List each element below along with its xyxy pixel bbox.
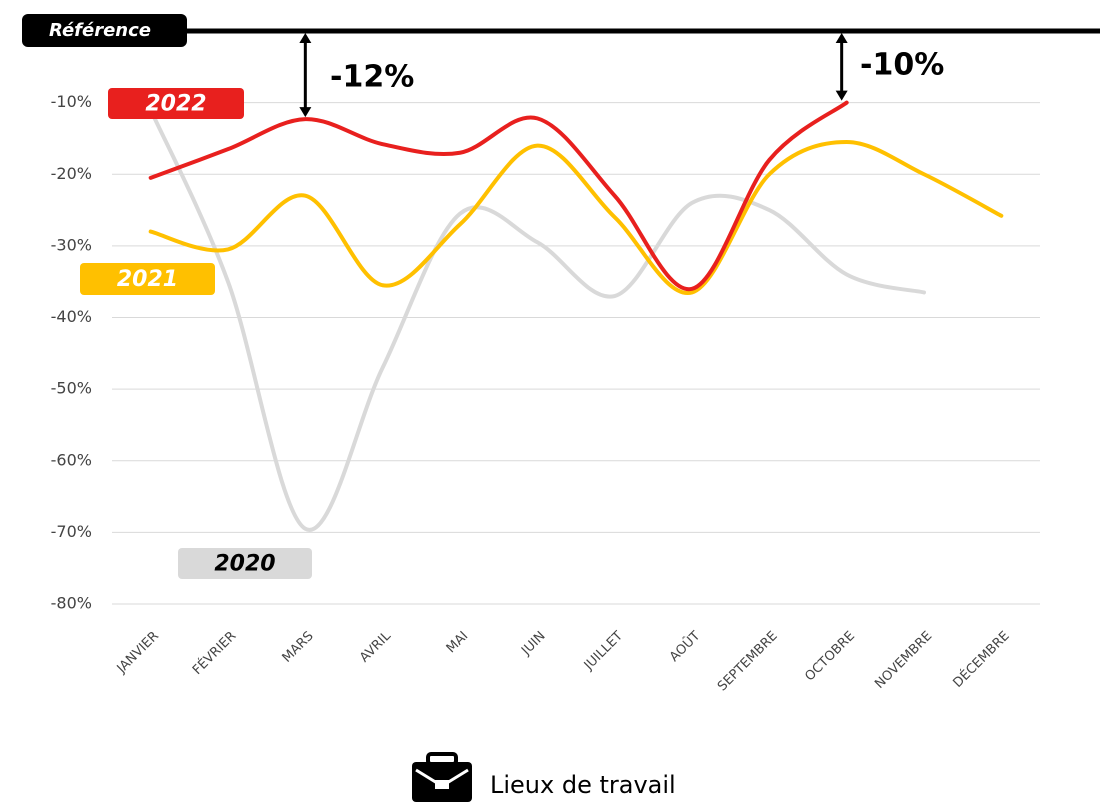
x-tick-label: MAI xyxy=(444,629,472,657)
x-tick-label: FÉVRIER xyxy=(189,628,239,678)
x-tick-label: NOVEMBRE xyxy=(872,629,935,692)
briefcase-icon xyxy=(412,752,472,802)
footer: Lieux de travail xyxy=(490,771,676,799)
x-tick-label: JUILLET xyxy=(581,629,626,674)
arrow-head xyxy=(299,107,312,118)
series-label-box xyxy=(80,263,215,295)
x-tick-label: AVRIL xyxy=(357,628,394,665)
x-tick-label: AOÛT xyxy=(666,628,703,665)
series-label-box xyxy=(108,88,244,119)
y-tick-label: -30% xyxy=(51,235,92,254)
y-tick-label: -40% xyxy=(51,307,92,326)
x-tick-label: JANVIER xyxy=(114,629,162,677)
x-tick-label: MARS xyxy=(280,629,317,666)
series-label: 2020 xyxy=(214,552,275,577)
y-tick-label: -80% xyxy=(51,594,92,613)
y-tick-label: -70% xyxy=(51,522,92,541)
y-tick-label: -10% xyxy=(51,92,92,111)
arrow-head xyxy=(299,33,312,43)
arrow-head xyxy=(835,90,848,101)
x-tick-label: OCTOBRE xyxy=(802,629,858,685)
reference-label: Référence xyxy=(49,20,151,41)
y-tick-label: -20% xyxy=(51,164,92,183)
y-tick-label: -60% xyxy=(51,450,92,469)
x-tick-label: JUIN xyxy=(518,629,548,659)
x-tick-label: SEPTEMBRE xyxy=(715,629,781,695)
series-label: 2022 xyxy=(145,92,206,117)
annotation: -12% xyxy=(330,60,414,95)
y-tick-label: -50% xyxy=(51,379,92,398)
series-line xyxy=(148,140,1004,295)
series-line xyxy=(148,100,849,291)
series-line xyxy=(148,107,926,532)
arrow-head xyxy=(835,33,848,43)
series-label-box xyxy=(178,548,312,579)
series-label: 2021 xyxy=(117,267,178,292)
x-tick-label: DÉCEMBRE xyxy=(950,628,1013,691)
annotation: -10% xyxy=(860,48,944,83)
reference-box xyxy=(22,14,187,47)
